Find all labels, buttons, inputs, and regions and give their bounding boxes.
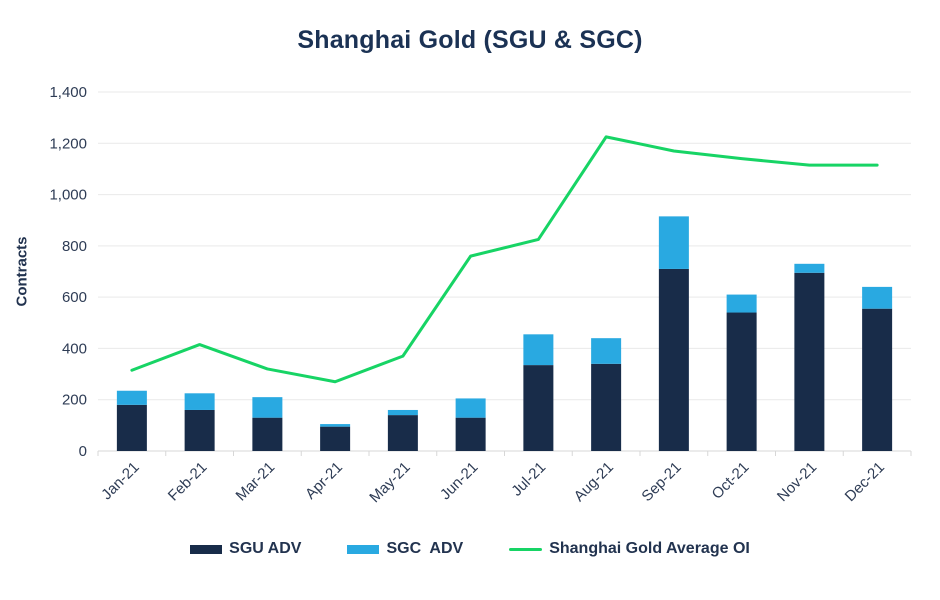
y-tick-label-400: 400 — [62, 340, 87, 357]
x-label-sep-21: Sep-21 — [638, 459, 684, 505]
y-tick-label-0: 0 — [79, 443, 87, 460]
x-label-dec-21: Dec-21 — [842, 459, 888, 505]
bar-sgc-adv-may-21 — [387, 409, 418, 416]
bar-sgu-adv-apr-21 — [320, 426, 351, 451]
x-label-apr-21: Apr-21 — [302, 459, 346, 503]
x-label-nov-21: Nov-21 — [774, 459, 820, 505]
x-label-jan-21: Jan-21 — [98, 459, 142, 503]
bar-sgu-adv-aug-21 — [591, 363, 622, 451]
x-axis-labels: Jan-21 Feb-21 Mar-21 Apr-21 May-21 Jun-21 Jul-… — [98, 459, 888, 506]
bar-sgc-adv-jan-21 — [116, 390, 147, 405]
y-tick-label-600: 600 — [62, 289, 87, 306]
x-label-feb-21: Feb-21 — [165, 459, 211, 505]
x-label-may-21: May-21 — [366, 459, 413, 506]
bar-sgu-adv-jul-21 — [523, 365, 554, 451]
bar-sgu-adv-jan-21 — [116, 404, 147, 451]
legend-item-sgc-adv: SGC ADV — [347, 540, 463, 558]
legend-swatch-sgu-adv — [190, 544, 223, 554]
oi-line — [130, 135, 879, 384]
legend-swatch-oi-line — [509, 547, 543, 551]
x-label-mar-21: Mar-21 — [233, 459, 279, 505]
bar-sgu-adv-oct-21 — [726, 312, 757, 451]
y-tick-label-1400: 1,400 — [49, 84, 87, 101]
y-tick-label-1200: 1,200 — [49, 135, 87, 152]
bar-sgc-adv-mar-21 — [252, 397, 283, 418]
bar-sgc-adv-jul-21 — [523, 334, 554, 366]
legend-item-shanghai-gold-average-oi: Shanghai Gold Average OI — [509, 540, 750, 558]
x-label-oct-21: Oct-21 — [709, 459, 753, 503]
x-label-jul-21: Jul-21 — [508, 459, 549, 500]
legend-label-sgc-adv: SGC ADV — [386, 540, 464, 557]
bar-sgc-adv-oct-21 — [726, 294, 757, 313]
bar-sgc-adv-jun-21 — [455, 398, 486, 418]
x-axis-tick-marks — [97, 451, 912, 456]
bar-sgu-adv-jun-21 — [455, 417, 486, 451]
legend-label-oi: Shanghai Gold Average OI — [549, 540, 750, 557]
bars-group — [116, 216, 893, 451]
legend-label-sgu-adv: SGU ADV — [229, 540, 302, 557]
x-label-jun-21: Jun-21 — [437, 459, 481, 503]
chart-title: Shanghai Gold (SGU & SGC) — [297, 26, 643, 54]
bar-sgc-adv-nov-21 — [794, 263, 825, 273]
chart-canvas: 0 200 400 600 800 1,000 1,200 1,400 Jan-21 Feb-21… — [49, 84, 912, 506]
bar-sgc-adv-feb-21 — [184, 393, 215, 410]
bar-sgc-adv-dec-21 — [862, 286, 893, 309]
x-label-aug-21: Aug-21 — [571, 459, 617, 505]
y-tick-label-1000: 1,000 — [49, 187, 87, 204]
bar-sgu-adv-mar-21 — [252, 417, 283, 451]
y-axis-tick-labels: 0 200 400 600 800 1,000 1,200 1,400 — [49, 84, 87, 460]
bar-sgu-adv-dec-21 — [862, 308, 893, 451]
gridlines — [98, 91, 911, 452]
legend-swatch-sgc-adv — [347, 544, 380, 554]
chart-legend: SGU ADV SGC ADV Shanghai Gold Average OI — [0, 540, 940, 558]
bar-sgu-adv-may-21 — [387, 415, 418, 451]
bar-sgu-adv-sep-21 — [658, 268, 689, 451]
y-tick-label-200: 200 — [62, 392, 87, 409]
bar-sgu-adv-feb-21 — [184, 409, 215, 451]
bar-sgc-adv-sep-21 — [658, 216, 689, 269]
bar-sgu-adv-nov-21 — [794, 272, 825, 451]
legend-item-sgu-adv: SGU ADV — [190, 540, 301, 558]
bar-sgc-adv-aug-21 — [591, 338, 622, 364]
y-tick-label-800: 800 — [62, 238, 87, 255]
bar-sgc-adv-apr-21 — [320, 424, 351, 427]
